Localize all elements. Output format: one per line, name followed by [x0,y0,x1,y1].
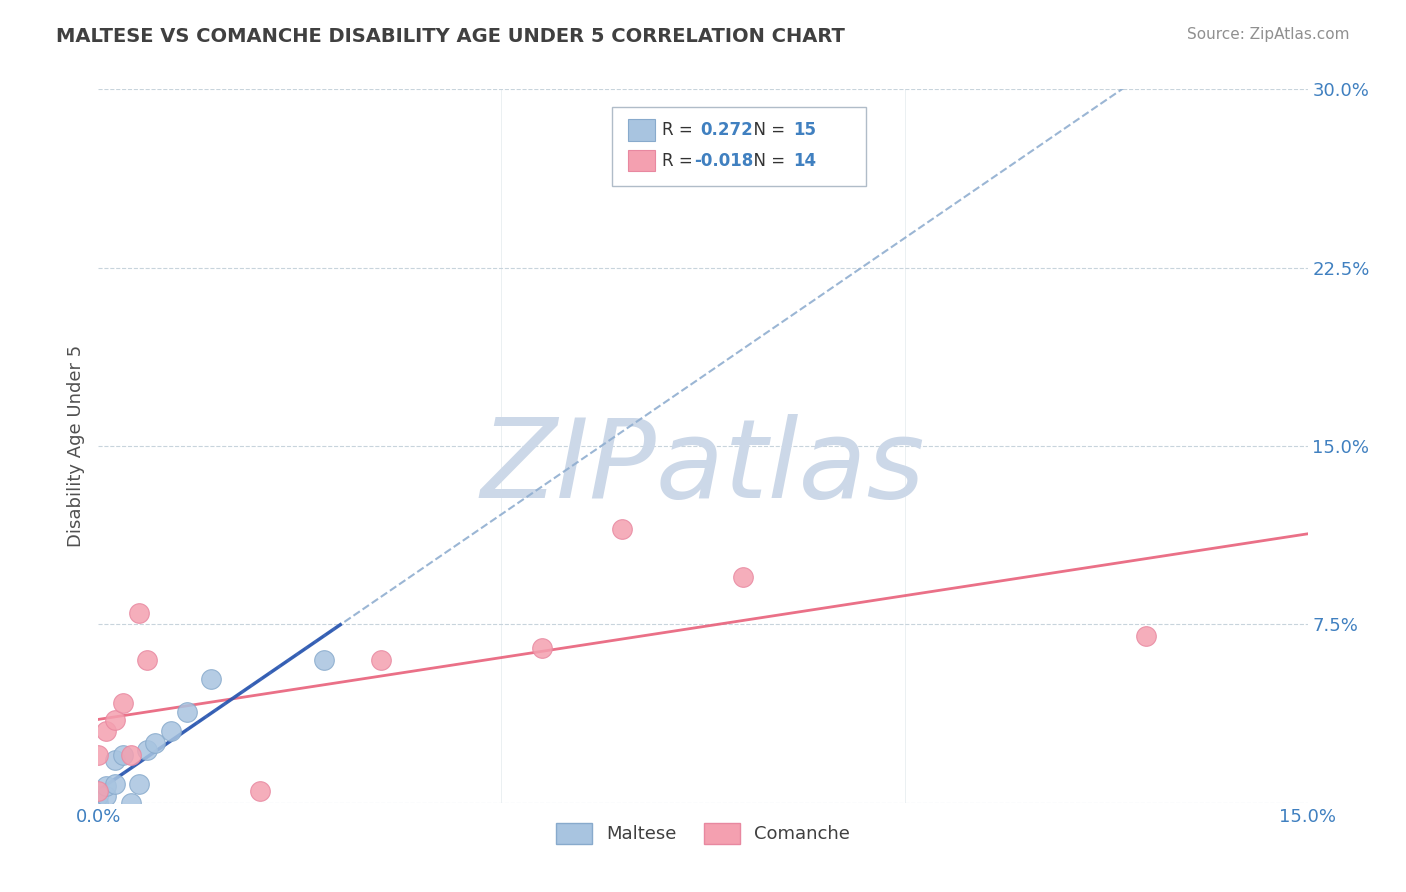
Point [160,724,183,739]
Text: R =: R = [662,152,697,169]
Point [249,784,271,798]
Text: ZIPatlas: ZIPatlas [481,414,925,521]
Point [370,653,392,667]
Text: 0.272: 0.272 [700,121,754,139]
Point [103,777,125,791]
Legend: Maltese, Comanche: Maltese, Comanche [548,815,858,851]
Point [96,779,118,793]
FancyBboxPatch shape [628,120,655,141]
Point [87,789,110,803]
Point [143,736,166,750]
FancyBboxPatch shape [628,150,655,171]
Point [314,653,336,667]
Text: N =: N = [742,152,790,169]
Point [120,796,142,810]
Text: 14: 14 [793,152,817,169]
Point [176,706,198,720]
Point [87,748,110,763]
Text: 15: 15 [793,121,817,139]
Point [128,777,150,791]
Point [96,724,118,739]
Point [111,748,134,763]
Point [103,713,125,727]
Text: N =: N = [742,121,790,139]
Point [128,606,150,620]
Point [612,522,634,536]
FancyBboxPatch shape [613,107,866,186]
Point [135,653,157,667]
Point [733,570,755,584]
Point [1135,629,1157,643]
Point [530,641,553,656]
Text: Source: ZipAtlas.com: Source: ZipAtlas.com [1187,27,1350,42]
Point [103,753,125,767]
Point [200,672,222,686]
Point [87,796,110,810]
Point [120,748,142,763]
Point [87,784,110,798]
Text: -0.018: -0.018 [695,152,754,169]
Y-axis label: Disability Age Under 5: Disability Age Under 5 [66,345,84,547]
Point [96,789,118,803]
Point [135,743,157,757]
Point [111,696,134,710]
Text: MALTESE VS COMANCHE DISABILITY AGE UNDER 5 CORRELATION CHART: MALTESE VS COMANCHE DISABILITY AGE UNDER… [56,27,845,45]
Text: R =: R = [662,121,703,139]
